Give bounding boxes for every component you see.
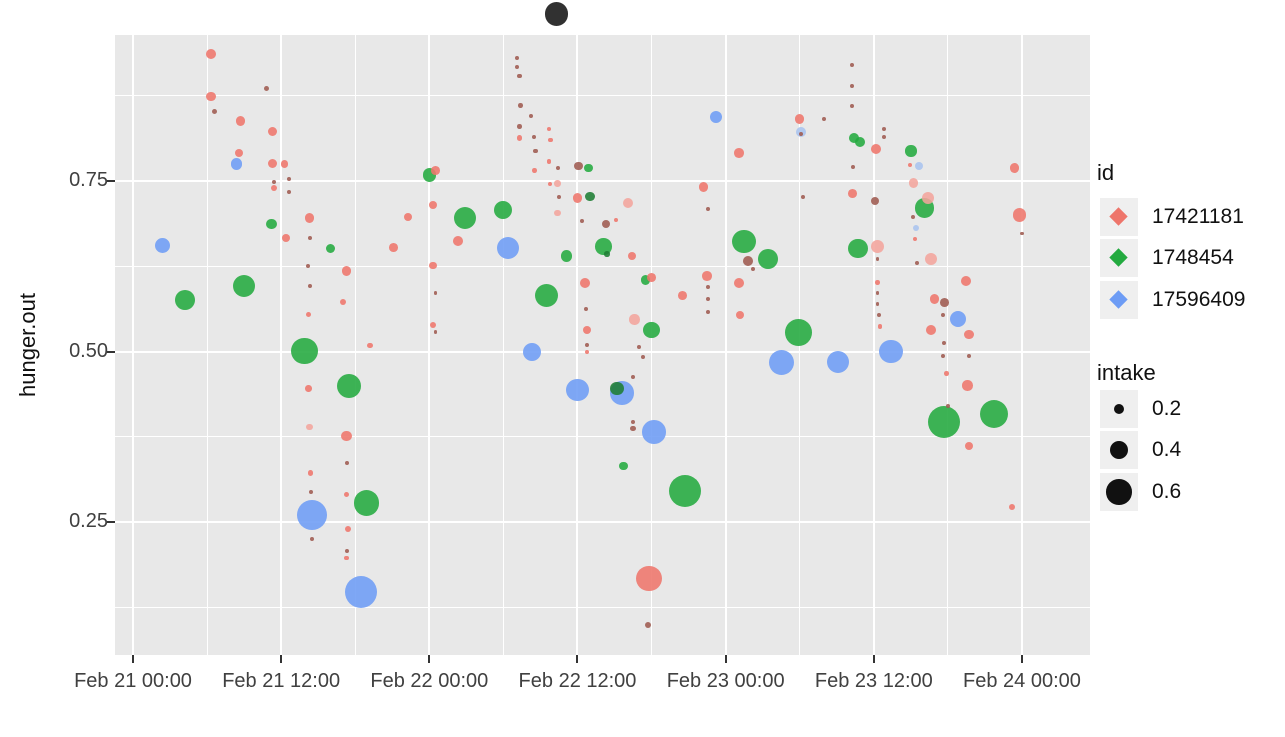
plot-panel	[115, 35, 1090, 655]
legend-key-box	[1100, 281, 1138, 319]
gridline	[115, 521, 1090, 523]
gridline	[576, 35, 579, 655]
gridline	[115, 95, 1090, 97]
gridline	[651, 35, 653, 655]
axis-tick-mark	[107, 521, 115, 523]
id-17596409-diamond-icon	[1109, 290, 1128, 309]
gridline	[799, 35, 801, 655]
legend-id-label: 17421181	[1152, 205, 1244, 228]
axis-tick-mark	[576, 655, 579, 663]
gridline	[947, 35, 949, 655]
gridline	[206, 35, 208, 655]
legend-id-label: 17596409	[1152, 288, 1246, 311]
axis-tick-mark	[132, 655, 134, 663]
legend-key-box	[1100, 431, 1138, 469]
gridline	[132, 35, 134, 655]
gridline	[1020, 35, 1023, 655]
gridline	[724, 35, 727, 655]
gridline	[115, 606, 1090, 608]
gridline	[115, 350, 1090, 353]
x-tick-label: Feb 22 12:00	[518, 670, 637, 692]
id-17421181-diamond-icon	[1109, 207, 1128, 226]
y-tick-label: 0.75	[69, 169, 108, 191]
gridline	[428, 35, 431, 655]
legend-intake-label: 0.2	[1152, 397, 1182, 420]
legend-intake-title: intake	[1097, 360, 1156, 385]
axis-tick-mark	[280, 655, 283, 663]
legend-key-box	[1100, 390, 1138, 428]
gridline	[872, 35, 875, 655]
id-1748454-diamond-icon	[1109, 248, 1128, 267]
intake-0.4-circle-icon	[1110, 441, 1128, 459]
gridline	[115, 180, 1090, 182]
x-tick-label: Feb 23 12:00	[814, 670, 933, 692]
x-tick-label: Feb 22 00:00	[370, 670, 489, 692]
legend-intake-label: 0.6	[1152, 480, 1182, 503]
gridline	[115, 265, 1090, 267]
gridline	[115, 436, 1090, 438]
axis-tick-mark	[428, 655, 431, 663]
x-tick-label: Feb 21 12:00	[222, 670, 341, 692]
gridline	[502, 35, 504, 655]
x-tick-label: Feb 24 00:00	[963, 670, 1081, 692]
gridline	[354, 35, 356, 655]
legend-key-box	[1100, 239, 1138, 277]
axis-tick-mark	[107, 180, 115, 182]
intake-0.2-circle-icon	[1113, 403, 1125, 415]
axis-tick-mark	[107, 350, 115, 353]
intake-0.6-circle-icon	[1106, 479, 1132, 505]
gridline	[280, 35, 283, 655]
legend-key-box	[1100, 198, 1138, 236]
x-tick-label: Feb 21 00:00	[74, 670, 192, 692]
y-tick-label: 0.25	[69, 510, 108, 532]
y-tick-label: 0.50	[69, 339, 108, 362]
x-tick-label: Feb 23 00:00	[666, 670, 785, 692]
legend-id-title: id	[1097, 160, 1115, 185]
axis-tick-mark	[872, 655, 875, 663]
legend-id-label: 1748454	[1152, 246, 1234, 269]
axis-tick-mark	[1020, 655, 1023, 663]
axis-tick-mark	[724, 655, 727, 663]
legend-key-box	[1100, 473, 1138, 511]
data-point	[544, 1, 569, 26]
legend-intake-label: 0.4	[1152, 438, 1182, 461]
